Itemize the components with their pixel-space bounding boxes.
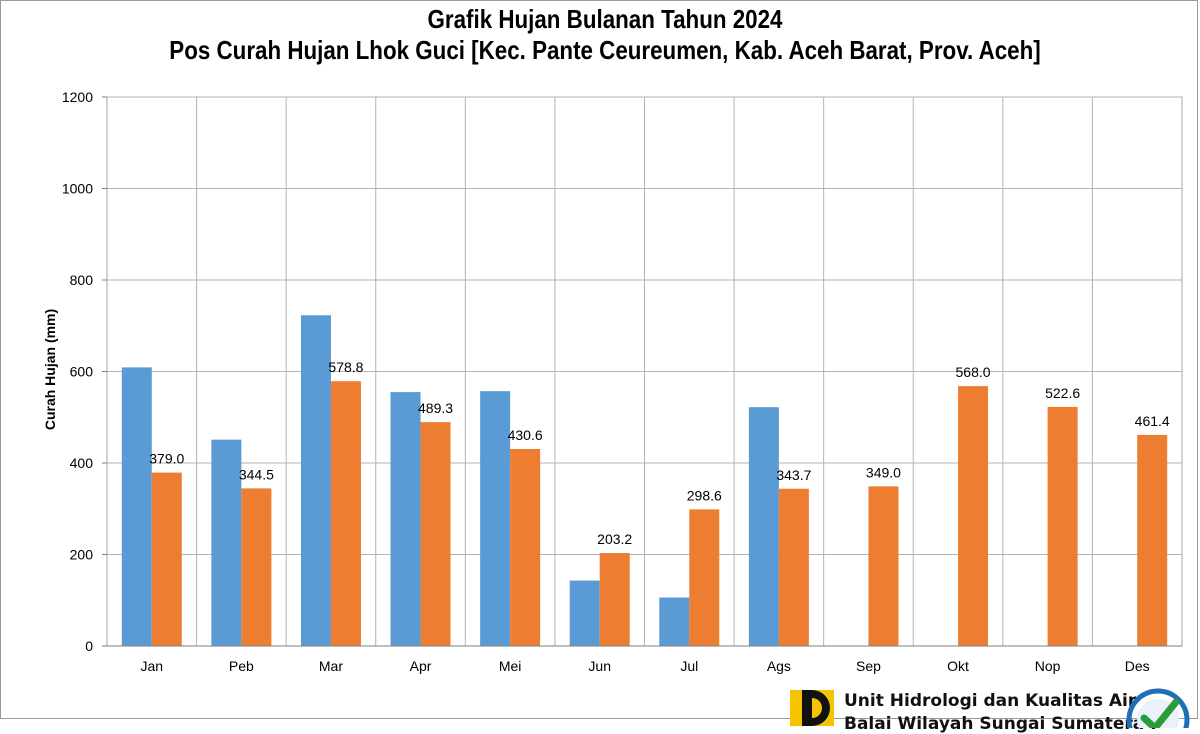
data-label: 298.6	[687, 487, 722, 503]
x-tick-label: Ags	[767, 658, 791, 674]
bar-series-1	[659, 597, 690, 646]
y-tick-label: 1200	[62, 89, 93, 105]
x-tick-label: Peb	[229, 658, 254, 674]
bar-series-1	[480, 391, 511, 646]
footer: Unit Hidrologi dan Kualitas Air Balai Wi…	[788, 688, 1200, 734]
iso-certification-badge-icon	[1126, 688, 1190, 728]
x-tick-label: Des	[1125, 658, 1150, 674]
x-tick-label: Jun	[588, 658, 611, 674]
bar-series-2	[330, 381, 361, 646]
bar-series-2	[868, 486, 899, 646]
y-tick-label: 600	[70, 364, 94, 380]
bar-series-2	[1137, 434, 1168, 646]
bar-series-1	[390, 392, 421, 646]
bar-series-1	[211, 439, 242, 646]
x-tick-label: Okt	[947, 658, 969, 674]
y-tick-label: 1000	[62, 181, 93, 197]
x-tick-label: Nop	[1035, 658, 1061, 674]
data-label: 430.6	[508, 427, 543, 443]
chart-title-block: Grafik Hujan Bulanan Tahun 2024 Pos Cura…	[0, 4, 1200, 66]
chart-title: Grafik Hujan Bulanan Tahun 2024	[427, 4, 783, 34]
bar-series-1	[748, 407, 779, 646]
pu-logo-icon	[790, 690, 834, 726]
chart-subtitle: Pos Curah Hujan Lhok Guci [Kec. Pante Ce…	[169, 35, 1041, 65]
bar-series-2	[151, 472, 182, 646]
y-axis-label: Curah Hujan (mm)	[42, 309, 58, 430]
data-label: 568.0	[956, 364, 991, 380]
bar-series-1	[300, 315, 331, 646]
x-tick-label: Mei	[499, 658, 522, 674]
bar-series-2	[420, 422, 451, 646]
data-label: 461.4	[1135, 413, 1170, 429]
bar-series-2	[778, 488, 809, 646]
data-label: 344.5	[239, 466, 274, 482]
x-tick-label: Mar	[319, 658, 343, 674]
x-tick-label: Jan	[141, 658, 164, 674]
x-tick-label: Jul	[680, 658, 698, 674]
bar-series-2	[599, 553, 630, 646]
data-label: 578.8	[328, 359, 363, 375]
data-label: 343.7	[776, 467, 811, 483]
y-tick-label: 0	[85, 638, 93, 654]
bar-series-2	[958, 386, 989, 646]
x-tick-label: Apr	[410, 658, 432, 674]
org-name: Unit Hidrologi dan Kualitas Air	[844, 691, 1137, 711]
bar-series-2	[1047, 406, 1078, 646]
data-label: 203.2	[597, 531, 632, 547]
bar-series-1	[121, 367, 152, 646]
x-tick-label: Sep	[856, 658, 881, 674]
data-label: 522.6	[1045, 385, 1080, 401]
y-tick-label: 400	[70, 455, 94, 471]
data-label: 349.0	[866, 464, 901, 480]
bar-series-2	[689, 509, 720, 646]
y-tick-label: 200	[70, 547, 94, 563]
bar-chart: 0 200 400 600 800 1000 1200 379.0 Jan 344.5 Peb 578…	[42, 89, 1183, 674]
y-tick-label: 800	[70, 272, 94, 288]
chart-frame	[0, 0, 1198, 719]
bar-series-1	[569, 580, 600, 646]
org-subtitle: Balai Wilayah Sungai Sumatera I	[844, 714, 1157, 734]
data-label: 489.3	[418, 400, 453, 416]
data-label: 379.0	[149, 451, 184, 467]
bar-series-2	[241, 488, 272, 646]
bar-series-2	[510, 449, 541, 646]
